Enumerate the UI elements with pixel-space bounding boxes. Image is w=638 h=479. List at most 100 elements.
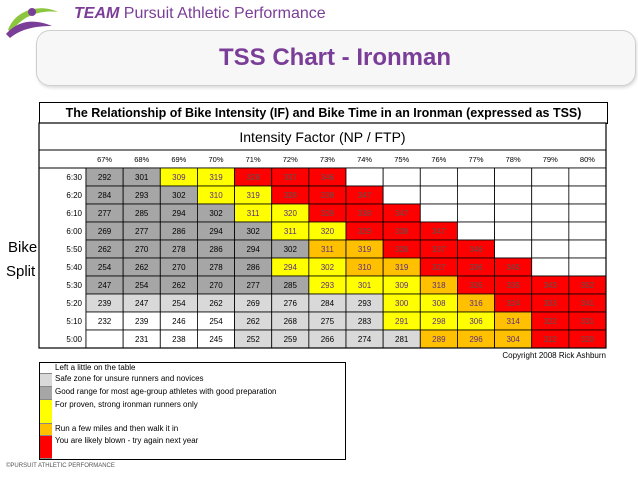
cell-value: 293	[321, 281, 335, 290]
cell-value: 247	[98, 281, 112, 290]
table-cell	[568, 221, 607, 241]
table-cell	[531, 167, 570, 187]
legend-label: Run a few miles and then walk it in	[55, 424, 179, 433]
cell-value: 268	[284, 317, 298, 326]
row-label: 5:20	[66, 299, 82, 308]
table-cell	[568, 203, 607, 223]
table-cell	[568, 167, 607, 187]
cell-value: 310	[358, 263, 372, 272]
table-cell	[382, 185, 421, 205]
cell-value: 319	[395, 263, 409, 272]
cell-value: 277	[98, 209, 112, 218]
cell-value: 306	[469, 317, 483, 326]
cell-value: 285	[284, 281, 298, 290]
table-cell	[457, 203, 495, 223]
cell-value: 302	[209, 209, 223, 218]
brand-team: TEAM	[74, 5, 120, 22]
row-label: 5:10	[66, 317, 82, 326]
legend-swatch	[40, 374, 52, 387]
cell-value: 328	[246, 173, 260, 182]
table-cell	[494, 167, 533, 187]
table-cell	[494, 185, 533, 205]
column-header-label: 79%	[543, 155, 558, 164]
cell-value: 300	[395, 299, 409, 308]
logo-swirl-purple	[6, 21, 52, 38]
column-header-label: 74%	[357, 155, 372, 164]
cell-value: 284	[98, 191, 112, 200]
legend-label: Left a little on the table	[55, 363, 136, 372]
table-cell	[568, 239, 607, 259]
title-banner	[36, 30, 636, 86]
legend-label: Safe zone for unsure runners and novices	[55, 374, 204, 383]
table-cell	[457, 185, 495, 205]
cell-value: 286	[246, 263, 260, 272]
cell-value: 329	[321, 209, 335, 218]
cell-value: 326	[469, 281, 483, 290]
brand-header: TEAM Pursuit Athletic Performance	[74, 5, 326, 23]
table-cell	[531, 221, 570, 241]
legend-label: For proven, strong ironman runners only	[55, 400, 198, 409]
cell-value: 286	[209, 245, 223, 254]
table-cell	[419, 185, 458, 205]
cell-value: 247	[135, 299, 149, 308]
cell-value: 337	[284, 173, 298, 182]
column-header-label: 71%	[246, 155, 261, 164]
legend-swatch	[40, 363, 52, 374]
row-label: 6:00	[66, 227, 82, 236]
legend-swatch	[40, 436, 52, 459]
row-label: 5:00	[66, 335, 82, 344]
cell-value: 293	[135, 191, 149, 200]
cell-value: 276	[284, 299, 298, 308]
cell-value: 246	[172, 317, 186, 326]
cell-value: 302	[246, 227, 260, 236]
cell-value: 239	[98, 299, 112, 308]
cell-value: 346	[321, 173, 335, 182]
table-cell	[345, 167, 384, 187]
cell-value: 347	[432, 227, 446, 236]
legend-label: You are likely blown - try again next ye…	[55, 436, 199, 445]
cell-value: 352	[581, 281, 595, 290]
cell-value: 311	[247, 209, 260, 218]
row-label: 5:50	[66, 245, 82, 254]
table-cell	[531, 257, 570, 277]
cell-value: 311	[321, 245, 334, 254]
cell-value: 294	[246, 245, 260, 254]
cell-value: 245	[209, 335, 223, 344]
column-header-label: 67%	[97, 155, 112, 164]
cell-value: 301	[135, 173, 149, 182]
cell-value: 269	[98, 227, 112, 236]
cell-value: 320	[581, 335, 595, 344]
cell-value: 331	[581, 317, 595, 326]
cell-value: 277	[135, 227, 149, 236]
table-cell	[531, 203, 570, 223]
cell-value: 277	[246, 281, 260, 290]
cell-value: 318	[432, 281, 446, 290]
cell-value: 262	[98, 245, 112, 254]
table-cell	[419, 203, 458, 223]
cell-value: 291	[395, 317, 409, 326]
column-header-label: 78%	[506, 155, 521, 164]
legend-item: For proven, strong ironman runners only	[40, 400, 345, 424]
cell-value: 252	[246, 335, 260, 344]
legend-item: Safe zone for unsure runners and novices	[40, 374, 345, 387]
cell-value: 302	[284, 245, 298, 254]
column-header-label: 69%	[171, 155, 186, 164]
cell-value: 254	[98, 263, 112, 272]
cell-value: 328	[395, 245, 409, 254]
cell-value: 270	[135, 245, 149, 254]
row-label-column	[38, 167, 87, 349]
cell-value: 296	[469, 335, 483, 344]
cell-value: 324	[506, 299, 520, 308]
cell-value: 266	[321, 335, 335, 344]
cell-value: 262	[135, 263, 149, 272]
cell-value: 298	[432, 317, 446, 326]
table-cell	[531, 239, 570, 259]
legend-item: Good range for most age-group athletes w…	[40, 387, 345, 400]
cell-value: 294	[284, 263, 298, 272]
row-label: 6:10	[66, 209, 82, 218]
logo-swirl-green	[8, 8, 58, 32]
column-header-label: 73%	[320, 155, 335, 164]
cell-value: 314	[506, 317, 520, 326]
table-border	[38, 122, 607, 349]
